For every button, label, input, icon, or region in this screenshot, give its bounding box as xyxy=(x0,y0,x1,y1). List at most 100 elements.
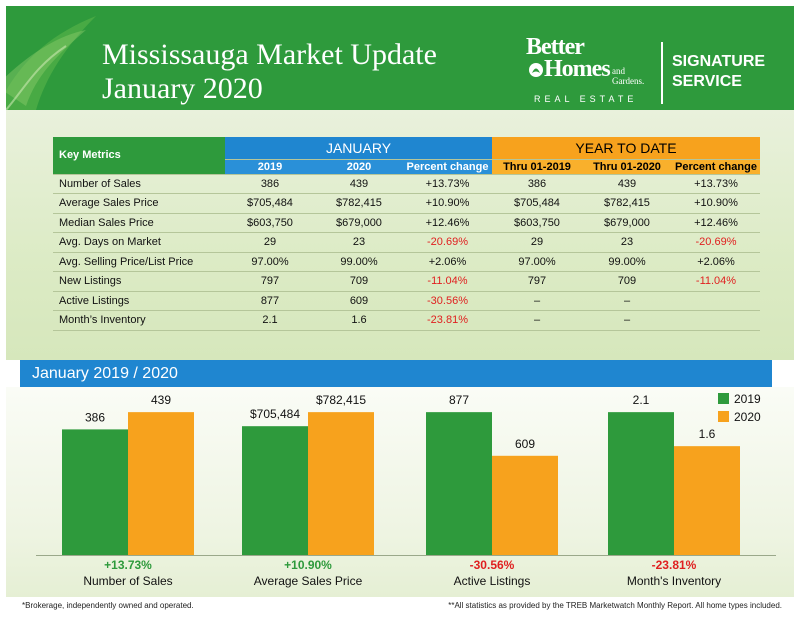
table-cell: 23 xyxy=(315,232,403,253)
bar-2020 xyxy=(674,446,740,555)
data-label: 386 xyxy=(85,410,105,424)
metrics-panel: Key Metrics JANUARY YEAR TO DATE 2019 20… xyxy=(6,110,794,360)
table-cell: -11.04% xyxy=(403,271,492,292)
table-cell: 797 xyxy=(225,271,315,292)
table-cell: +2.06% xyxy=(672,252,760,272)
table-cell: $705,484 xyxy=(492,193,582,214)
percent-change-label: -30.56% xyxy=(470,558,515,572)
ytd-header: YEAR TO DATE xyxy=(492,137,760,160)
table-cell: 386 xyxy=(225,174,315,194)
row-label: Median Sales Price xyxy=(53,213,225,233)
row-label: Number of Sales xyxy=(53,174,225,194)
table-cell: 99.00% xyxy=(315,252,403,272)
signature-service: SIGNATURE SERVICE xyxy=(672,53,766,90)
brand-sub: and Gardens. xyxy=(612,66,645,86)
legend-swatch-2020 xyxy=(718,411,729,422)
table-cell: – xyxy=(492,291,582,311)
table-cell: $679,000 xyxy=(315,213,403,233)
table-cell: +2.06% xyxy=(403,252,492,272)
row-label: Month’s Inventory xyxy=(53,310,225,331)
brand-line2: Homes xyxy=(544,56,611,82)
category-label: Month's Inventory xyxy=(627,574,721,588)
table-cell: 99.00% xyxy=(582,252,672,272)
table-cell: +10.90% xyxy=(403,193,492,214)
subheader: 2020 xyxy=(315,159,403,175)
header-banner: Mississauga Market Update January 2020 B… xyxy=(6,6,794,110)
percent-change-label: +10.90% xyxy=(284,558,332,572)
table-cell: +10.90% xyxy=(672,193,760,214)
bar-2019 xyxy=(426,412,492,555)
table-cell: 1.6 xyxy=(315,310,403,331)
table-cell: $705,484 xyxy=(225,193,315,214)
table-row: Avg. Days on Market 29 23 -20.69% 29 23 -20.69… xyxy=(53,232,760,253)
legend-label: 2020 xyxy=(734,410,761,424)
table-cell: +12.46% xyxy=(672,213,760,233)
table-cell: – xyxy=(582,310,672,331)
data-label: 439 xyxy=(151,393,171,407)
table-row: Average Sales Price $705,484 $782,415 +10.9… xyxy=(53,193,760,214)
row-label: Average Sales Price xyxy=(53,193,225,214)
row-label: Avg. Days on Market xyxy=(53,232,225,253)
page-title: Mississauga Market Update January 2020 xyxy=(102,38,437,105)
bar-2019 xyxy=(62,429,128,555)
brand-real-estate: REAL ESTATE xyxy=(534,94,638,104)
table-cell: +13.73% xyxy=(672,174,760,194)
table-cell: 29 xyxy=(492,232,582,253)
table-cell: 797 xyxy=(492,271,582,292)
legend-swatch-2019 xyxy=(718,393,729,404)
house-icon xyxy=(529,63,543,77)
category-label: Number of Sales xyxy=(83,574,172,588)
data-label: $782,415 xyxy=(316,393,366,407)
percent-change-label: +13.73% xyxy=(104,558,152,572)
legend-label: 2019 xyxy=(734,392,761,406)
category-label: Average Sales Price xyxy=(254,574,363,588)
table-cell: -11.04% xyxy=(672,271,760,292)
table-row: Median Sales Price $603,750 $679,000 +12.46… xyxy=(53,213,760,233)
row-label: Avg. Selling Price/List Price xyxy=(53,252,225,272)
table-row: Number of Sales 386 439 +13.73% 386 439 +13.73… xyxy=(53,174,760,194)
january-header: JANUARY xyxy=(225,137,492,160)
bar-2020 xyxy=(128,412,194,555)
table-cell: 23 xyxy=(582,232,672,253)
chart-area: 386 439 +13.73% Number of Sales $705,484 $782… xyxy=(6,387,794,597)
metrics-table: Key Metrics JANUARY YEAR TO DATE 2019 20… xyxy=(53,137,760,331)
table-cell: $603,750 xyxy=(492,213,582,233)
bar-2020 xyxy=(308,412,374,555)
table-cell: 97.00% xyxy=(225,252,315,272)
table-cell: 609 xyxy=(315,291,403,311)
table-cell: – xyxy=(582,291,672,311)
category-label: Active Listings xyxy=(454,574,531,588)
bar-2019 xyxy=(242,426,308,555)
table-cell: $782,415 xyxy=(582,193,672,214)
percent-change-label: -23.81% xyxy=(652,558,697,572)
table-cell: -20.69% xyxy=(403,232,492,253)
table-cell: $782,415 xyxy=(315,193,403,214)
subheader: Thru 01-2019 xyxy=(492,159,582,175)
table-cell: – xyxy=(492,310,582,331)
table-cell xyxy=(672,291,760,311)
row-label: Active Listings xyxy=(53,291,225,311)
table-cell: -20.69% xyxy=(672,232,760,253)
bar-chart: 386 439 +13.73% Number of Sales $705,484 $782… xyxy=(36,392,776,588)
table-cell: 29 xyxy=(225,232,315,253)
table-cell: 439 xyxy=(582,174,672,194)
table-row: Month’s Inventory 2.1 1.6 -23.81% – – xyxy=(53,310,760,331)
table-cell: $603,750 xyxy=(225,213,315,233)
footer-right-note: **All statistics as provided by the TREB… xyxy=(448,601,782,610)
table-row: New Listings 797 709 -11.04% 797 709 -11.04% xyxy=(53,271,760,292)
table-cell: +13.73% xyxy=(403,174,492,194)
table-cell: 2.1 xyxy=(225,310,315,331)
data-label: 877 xyxy=(449,393,469,407)
table-cell: 97.00% xyxy=(492,252,582,272)
footer-left-note: *Brokerage, independently owned and oper… xyxy=(22,601,194,610)
leaf-logo-icon xyxy=(6,16,96,110)
key-metrics-header: Key Metrics xyxy=(53,137,225,175)
table-row: Active Listings 877 609 -30.56% – – xyxy=(53,291,760,311)
subheader: Percent change xyxy=(403,159,492,175)
table-cell: 386 xyxy=(492,174,582,194)
table-cell: 877 xyxy=(225,291,315,311)
table-cell: $679,000 xyxy=(582,213,672,233)
table-cell xyxy=(672,310,760,331)
data-label: 609 xyxy=(515,437,535,451)
